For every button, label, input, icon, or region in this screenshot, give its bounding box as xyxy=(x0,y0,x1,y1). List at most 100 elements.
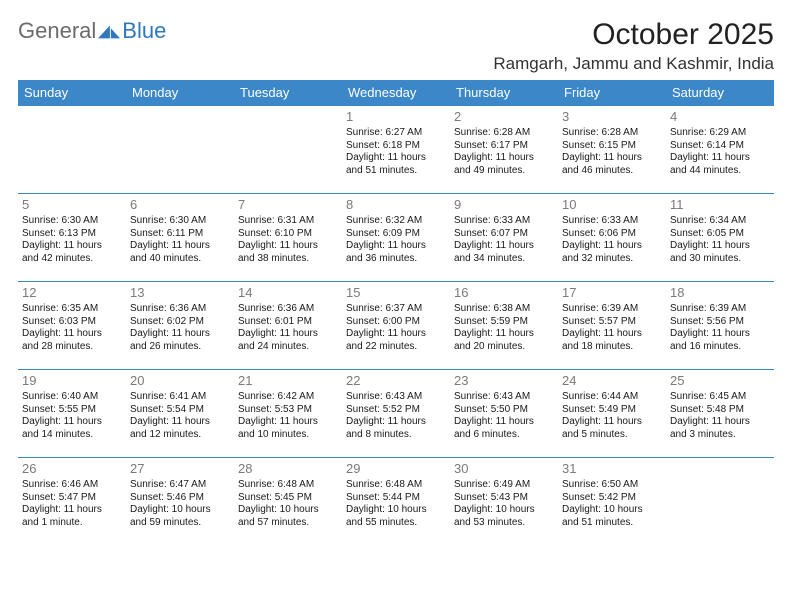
calendar-cell-empty xyxy=(126,106,234,194)
daylight-text: and 5 minutes. xyxy=(562,429,662,442)
daylight-text: and 14 minutes. xyxy=(22,429,122,442)
title-block: October 2025 Ramgarh, Jammu and Kashmir,… xyxy=(493,18,774,74)
sunset-text: Sunset: 6:18 PM xyxy=(346,140,446,153)
day-number: 26 xyxy=(22,461,122,477)
sunrise-text: Sunrise: 6:36 AM xyxy=(130,303,230,316)
daylight-text: Daylight: 11 hours xyxy=(670,152,770,165)
sunrise-text: Sunrise: 6:42 AM xyxy=(238,391,338,404)
sunrise-text: Sunrise: 6:34 AM xyxy=(670,215,770,228)
day-number: 9 xyxy=(454,197,554,213)
calendar-cell: 25Sunrise: 6:45 AMSunset: 5:48 PMDayligh… xyxy=(666,370,774,458)
day-number: 21 xyxy=(238,373,338,389)
day-number: 19 xyxy=(22,373,122,389)
daylight-text: Daylight: 11 hours xyxy=(130,240,230,253)
daylight-text: Daylight: 11 hours xyxy=(346,152,446,165)
daylight-text: and 12 minutes. xyxy=(130,429,230,442)
sunrise-text: Sunrise: 6:30 AM xyxy=(22,215,122,228)
sunset-text: Sunset: 5:52 PM xyxy=(346,404,446,417)
calendar-cell: 28Sunrise: 6:48 AMSunset: 5:45 PMDayligh… xyxy=(234,458,342,546)
sunrise-text: Sunrise: 6:48 AM xyxy=(238,479,338,492)
daylight-text: Daylight: 11 hours xyxy=(346,240,446,253)
sunrise-text: Sunrise: 6:36 AM xyxy=(238,303,338,316)
daylight-text: and 24 minutes. xyxy=(238,341,338,354)
daylight-text: Daylight: 11 hours xyxy=(346,416,446,429)
daylight-text: Daylight: 11 hours xyxy=(562,152,662,165)
sunset-text: Sunset: 6:15 PM xyxy=(562,140,662,153)
sunset-text: Sunset: 5:55 PM xyxy=(22,404,122,417)
daylight-text: Daylight: 11 hours xyxy=(562,416,662,429)
calendar-cell: 12Sunrise: 6:35 AMSunset: 6:03 PMDayligh… xyxy=(18,282,126,370)
sunset-text: Sunset: 5:59 PM xyxy=(454,316,554,329)
sunset-text: Sunset: 6:14 PM xyxy=(670,140,770,153)
sunset-text: Sunset: 6:02 PM xyxy=(130,316,230,329)
calendar-cell: 29Sunrise: 6:48 AMSunset: 5:44 PMDayligh… xyxy=(342,458,450,546)
logo: General Blue xyxy=(18,18,166,44)
sunrise-text: Sunrise: 6:33 AM xyxy=(454,215,554,228)
calendar-cell: 17Sunrise: 6:39 AMSunset: 5:57 PMDayligh… xyxy=(558,282,666,370)
daylight-text: and 16 minutes. xyxy=(670,341,770,354)
calendar-cell: 20Sunrise: 6:41 AMSunset: 5:54 PMDayligh… xyxy=(126,370,234,458)
sunset-text: Sunset: 6:13 PM xyxy=(22,228,122,241)
sunset-text: Sunset: 5:42 PM xyxy=(562,492,662,505)
calendar-week: 19Sunrise: 6:40 AMSunset: 5:55 PMDayligh… xyxy=(18,370,774,458)
calendar-cell: 15Sunrise: 6:37 AMSunset: 6:00 PMDayligh… xyxy=(342,282,450,370)
sunrise-text: Sunrise: 6:48 AM xyxy=(346,479,446,492)
sunrise-text: Sunrise: 6:28 AM xyxy=(454,127,554,140)
daylight-text: and 28 minutes. xyxy=(22,341,122,354)
calendar-body: 1Sunrise: 6:27 AMSunset: 6:18 PMDaylight… xyxy=(18,106,774,546)
sunrise-text: Sunrise: 6:50 AM xyxy=(562,479,662,492)
sunset-text: Sunset: 5:43 PM xyxy=(454,492,554,505)
sunrise-text: Sunrise: 6:41 AM xyxy=(130,391,230,404)
daylight-text: and 8 minutes. xyxy=(346,429,446,442)
calendar-cell: 7Sunrise: 6:31 AMSunset: 6:10 PMDaylight… xyxy=(234,194,342,282)
daylight-text: Daylight: 11 hours xyxy=(562,328,662,341)
calendar-cell: 19Sunrise: 6:40 AMSunset: 5:55 PMDayligh… xyxy=(18,370,126,458)
calendar-cell: 13Sunrise: 6:36 AMSunset: 6:02 PMDayligh… xyxy=(126,282,234,370)
daylight-text: and 36 minutes. xyxy=(346,253,446,266)
calendar-week: 5Sunrise: 6:30 AMSunset: 6:13 PMDaylight… xyxy=(18,194,774,282)
daylight-text: Daylight: 10 hours xyxy=(238,504,338,517)
daylight-text: and 1 minute. xyxy=(22,517,122,530)
daylight-text: Daylight: 11 hours xyxy=(130,416,230,429)
sunrise-text: Sunrise: 6:44 AM xyxy=(562,391,662,404)
day-header: Sunday xyxy=(18,80,126,106)
day-number: 27 xyxy=(130,461,230,477)
logo-text-blue: Blue xyxy=(122,18,166,44)
sunrise-text: Sunrise: 6:35 AM xyxy=(22,303,122,316)
sunset-text: Sunset: 5:44 PM xyxy=(346,492,446,505)
daylight-text: Daylight: 11 hours xyxy=(238,240,338,253)
sunrise-text: Sunrise: 6:49 AM xyxy=(454,479,554,492)
day-number: 15 xyxy=(346,285,446,301)
sunset-text: Sunset: 6:10 PM xyxy=(238,228,338,241)
logo-triangle-icon xyxy=(98,22,120,40)
daylight-text: Daylight: 11 hours xyxy=(22,504,122,517)
calendar-cell: 22Sunrise: 6:43 AMSunset: 5:52 PMDayligh… xyxy=(342,370,450,458)
daylight-text: and 46 minutes. xyxy=(562,165,662,178)
sunrise-text: Sunrise: 6:43 AM xyxy=(454,391,554,404)
day-number: 11 xyxy=(670,197,770,213)
daylight-text: Daylight: 11 hours xyxy=(346,328,446,341)
sunset-text: Sunset: 5:53 PM xyxy=(238,404,338,417)
daylight-text: and 6 minutes. xyxy=(454,429,554,442)
daylight-text: and 22 minutes. xyxy=(346,341,446,354)
page-header: General Blue October 2025 Ramgarh, Jammu… xyxy=(18,18,774,74)
sunrise-text: Sunrise: 6:31 AM xyxy=(238,215,338,228)
daylight-text: and 40 minutes. xyxy=(130,253,230,266)
sunset-text: Sunset: 6:05 PM xyxy=(670,228,770,241)
sunset-text: Sunset: 6:03 PM xyxy=(22,316,122,329)
calendar-cell-empty xyxy=(18,106,126,194)
daylight-text: Daylight: 11 hours xyxy=(454,416,554,429)
sunrise-text: Sunrise: 6:46 AM xyxy=(22,479,122,492)
daylight-text: and 49 minutes. xyxy=(454,165,554,178)
daylight-text: and 20 minutes. xyxy=(454,341,554,354)
day-number: 18 xyxy=(670,285,770,301)
calendar-cell-empty xyxy=(234,106,342,194)
daylight-text: and 57 minutes. xyxy=(238,517,338,530)
daylight-text: Daylight: 11 hours xyxy=(670,240,770,253)
daylight-text: and 18 minutes. xyxy=(562,341,662,354)
calendar-cell: 21Sunrise: 6:42 AMSunset: 5:53 PMDayligh… xyxy=(234,370,342,458)
sunrise-text: Sunrise: 6:33 AM xyxy=(562,215,662,228)
day-header: Saturday xyxy=(666,80,774,106)
day-number: 1 xyxy=(346,109,446,125)
sunrise-text: Sunrise: 6:47 AM xyxy=(130,479,230,492)
